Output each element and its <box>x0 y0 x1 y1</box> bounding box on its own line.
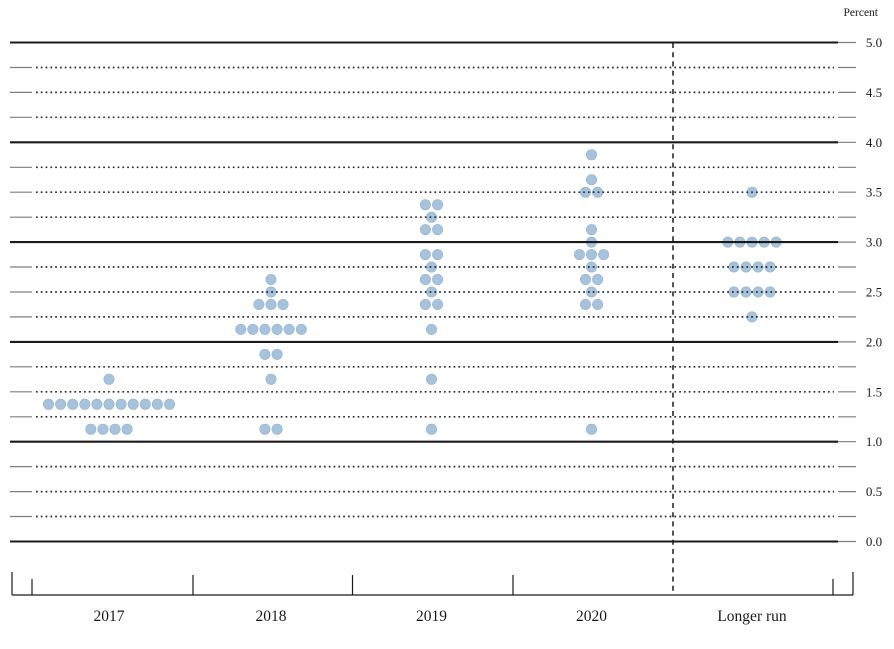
y-tick-label: 2.0 <box>866 334 882 349</box>
x-axis-label-2018: 2018 <box>256 608 287 625</box>
projection-dot <box>419 224 431 236</box>
projection-dot <box>425 423 437 435</box>
projection-dot <box>121 423 133 435</box>
projection-dot <box>573 249 585 261</box>
projection-dot <box>67 398 79 410</box>
projection-dot <box>592 298 604 310</box>
y-tick-label: 1.5 <box>866 384 882 399</box>
projection-dot <box>585 261 597 273</box>
percent-axis-title: Percent <box>844 7 879 19</box>
projection-dot <box>295 323 307 335</box>
x-axis-label-2017: 2017 <box>94 608 125 625</box>
projection-dot <box>425 323 437 335</box>
projection-dot <box>585 224 597 236</box>
y-tick-label: 4.0 <box>866 135 882 150</box>
projection-dot <box>55 398 67 410</box>
projection-dot <box>598 249 610 261</box>
projection-dot <box>253 298 265 310</box>
projection-dot <box>432 249 444 261</box>
gridlines-layer <box>10 41 856 543</box>
projection-dot <box>97 423 109 435</box>
projection-dot <box>419 199 431 211</box>
projection-dot <box>579 186 591 198</box>
y-tick-label: 0.0 <box>866 534 882 549</box>
y-tick-label: 5.0 <box>866 35 882 50</box>
projection-dot <box>579 273 591 285</box>
projection-dot <box>579 298 591 310</box>
projection-dot <box>235 323 247 335</box>
projection-dot <box>259 323 271 335</box>
projection-dot <box>585 149 597 161</box>
projection-dot <box>585 249 597 261</box>
projection-dot <box>103 398 115 410</box>
projection-dot <box>271 323 283 335</box>
projection-dot <box>259 423 271 435</box>
projection-dot <box>271 423 283 435</box>
projection-dots-layer <box>42 149 782 435</box>
x-category-labels-layer: 2017 2018 2019 2020 Longer run <box>94 608 787 625</box>
projection-dot <box>592 273 604 285</box>
projection-dot <box>265 273 277 285</box>
projection-dot <box>151 398 163 410</box>
projection-dot <box>419 298 431 310</box>
y-tick-label: 3.0 <box>866 235 882 250</box>
y-tick-label: 1.0 <box>866 434 882 449</box>
projection-dot <box>164 398 176 410</box>
projection-dot <box>283 323 295 335</box>
projection-dot <box>91 398 103 410</box>
projection-dot <box>419 249 431 261</box>
projection-dot <box>277 298 289 310</box>
x-axis-label-longer-run: Longer run <box>717 608 787 625</box>
projection-dot <box>585 286 597 298</box>
projection-dot <box>42 398 54 410</box>
projection-dot <box>115 398 127 410</box>
projection-dot <box>247 323 259 335</box>
x-axis-label-2020: 2020 <box>576 608 607 625</box>
projection-dot <box>85 423 97 435</box>
y-tick-labels-layer: 5.0 4.5 4.0 3.5 3.0 2.5 2.0 1.5 1.0 0.5 0.0 <box>866 35 882 549</box>
projection-dot <box>585 423 597 435</box>
y-tick-label: 0.5 <box>866 484 882 499</box>
projection-dot <box>419 273 431 285</box>
projection-dot <box>265 373 277 385</box>
projection-dot <box>79 398 91 410</box>
y-tick-label: 4.5 <box>866 85 882 100</box>
x-axis-layer <box>11 572 854 596</box>
projection-dot <box>103 373 115 385</box>
projection-dot <box>139 398 151 410</box>
projection-dot <box>432 298 444 310</box>
projection-dot <box>109 423 121 435</box>
projection-dot <box>585 174 597 186</box>
projection-dot <box>432 273 444 285</box>
projection-dot <box>259 348 271 360</box>
projection-dot <box>432 199 444 211</box>
projection-dot <box>265 298 277 310</box>
projection-dot <box>127 398 139 410</box>
projection-dot <box>432 224 444 236</box>
y-tick-label: 3.5 <box>866 185 882 200</box>
projection-dot <box>271 348 283 360</box>
y-tick-label: 2.5 <box>866 285 882 300</box>
projection-dot <box>425 373 437 385</box>
x-axis-label-2019: 2019 <box>416 608 447 625</box>
